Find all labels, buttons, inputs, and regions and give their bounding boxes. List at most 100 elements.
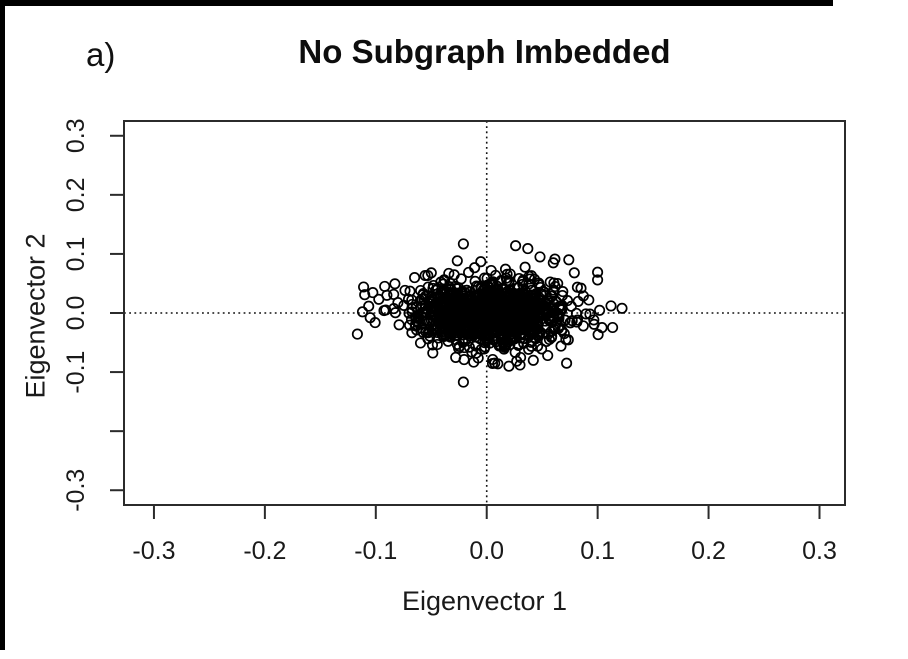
data-point <box>380 304 392 316</box>
data-point <box>490 269 502 281</box>
data-point <box>543 297 555 309</box>
data-point <box>450 351 462 363</box>
data-point <box>503 294 515 306</box>
data-point <box>445 283 457 295</box>
data-point <box>392 297 404 309</box>
data-point <box>532 316 544 328</box>
data-point <box>546 316 558 328</box>
data-point <box>431 326 443 338</box>
data-point <box>480 307 492 319</box>
data-point <box>364 312 376 324</box>
data-point <box>472 301 484 313</box>
data-point <box>592 266 604 278</box>
data-point <box>527 354 539 366</box>
data-point <box>558 328 570 340</box>
data-point <box>548 286 560 298</box>
data-point <box>406 303 418 315</box>
data-point <box>404 285 416 297</box>
data-point <box>605 300 617 312</box>
data-point <box>423 326 435 338</box>
scan-edge-top <box>0 0 833 6</box>
data-point <box>443 315 455 327</box>
data-point <box>363 300 375 312</box>
data-point <box>530 288 542 300</box>
y-tick-label: 0.0 <box>62 296 90 331</box>
data-point <box>431 297 443 309</box>
data-point <box>596 322 608 334</box>
data-point <box>510 240 522 252</box>
data-point <box>485 279 497 291</box>
data-point <box>519 261 531 273</box>
data-point <box>519 322 531 335</box>
x-tick-label: -0.3 <box>132 537 175 565</box>
data-point <box>486 357 499 370</box>
data-point <box>455 286 467 299</box>
data-point <box>572 295 584 307</box>
data-point <box>433 314 445 326</box>
data-point <box>399 284 411 296</box>
data-point <box>607 321 619 334</box>
data-point <box>542 328 554 340</box>
data-point <box>483 289 495 302</box>
data-point <box>404 319 416 331</box>
data-point <box>500 307 512 319</box>
data-point <box>555 340 567 352</box>
data-point <box>616 302 628 314</box>
data-point <box>480 334 492 346</box>
data-point <box>451 255 463 267</box>
data-point <box>530 298 542 310</box>
data-point <box>393 319 405 331</box>
data-point <box>463 266 475 278</box>
data-point <box>478 289 490 301</box>
data-point <box>359 289 371 301</box>
y-tick-label: 0.3 <box>62 118 90 153</box>
data-point <box>427 347 439 359</box>
data-point <box>431 338 443 351</box>
data-point <box>564 317 576 329</box>
data-point <box>571 316 583 328</box>
data-point <box>575 282 587 294</box>
data-point <box>518 337 530 349</box>
x-tick-label: 0.3 <box>802 537 837 565</box>
data-point <box>553 301 565 313</box>
chart-title: No Subgraph Imbedded <box>298 33 671 70</box>
y-tick-label: 0.1 <box>62 237 90 272</box>
data-point <box>475 256 487 268</box>
data-point <box>351 328 363 340</box>
data-point <box>563 254 575 266</box>
data-point <box>426 339 439 351</box>
x-tick-label: 0.0 <box>469 537 504 565</box>
data-point <box>568 267 580 279</box>
data-point <box>592 274 604 286</box>
plot-box <box>123 120 846 506</box>
data-point <box>583 294 595 306</box>
data-point <box>381 289 393 301</box>
data-point <box>475 298 487 310</box>
data-point <box>492 358 504 370</box>
data-point <box>427 279 440 292</box>
x-tick-label: 0.1 <box>580 537 615 565</box>
data-point <box>420 307 432 319</box>
panel-label: a) <box>86 36 116 73</box>
data-point <box>555 303 567 315</box>
y-tick-label: -0.1 <box>62 351 90 394</box>
data-point <box>532 340 544 352</box>
data-point <box>469 275 481 287</box>
data-point <box>466 346 478 358</box>
data-point <box>556 324 568 337</box>
data-point <box>461 303 473 315</box>
data-point <box>417 289 429 301</box>
data-point <box>503 360 515 372</box>
data-point <box>504 284 516 296</box>
data-point <box>425 267 437 279</box>
y-tick-label: 0.2 <box>62 177 90 212</box>
data-point <box>379 280 391 292</box>
x-tick-label: 0.2 <box>691 537 726 565</box>
data-point <box>417 326 429 338</box>
data-point <box>409 272 421 284</box>
data-point <box>389 278 401 290</box>
x-tick-label: -0.2 <box>243 537 286 565</box>
point-cloud <box>351 238 628 388</box>
data-point <box>487 276 499 288</box>
